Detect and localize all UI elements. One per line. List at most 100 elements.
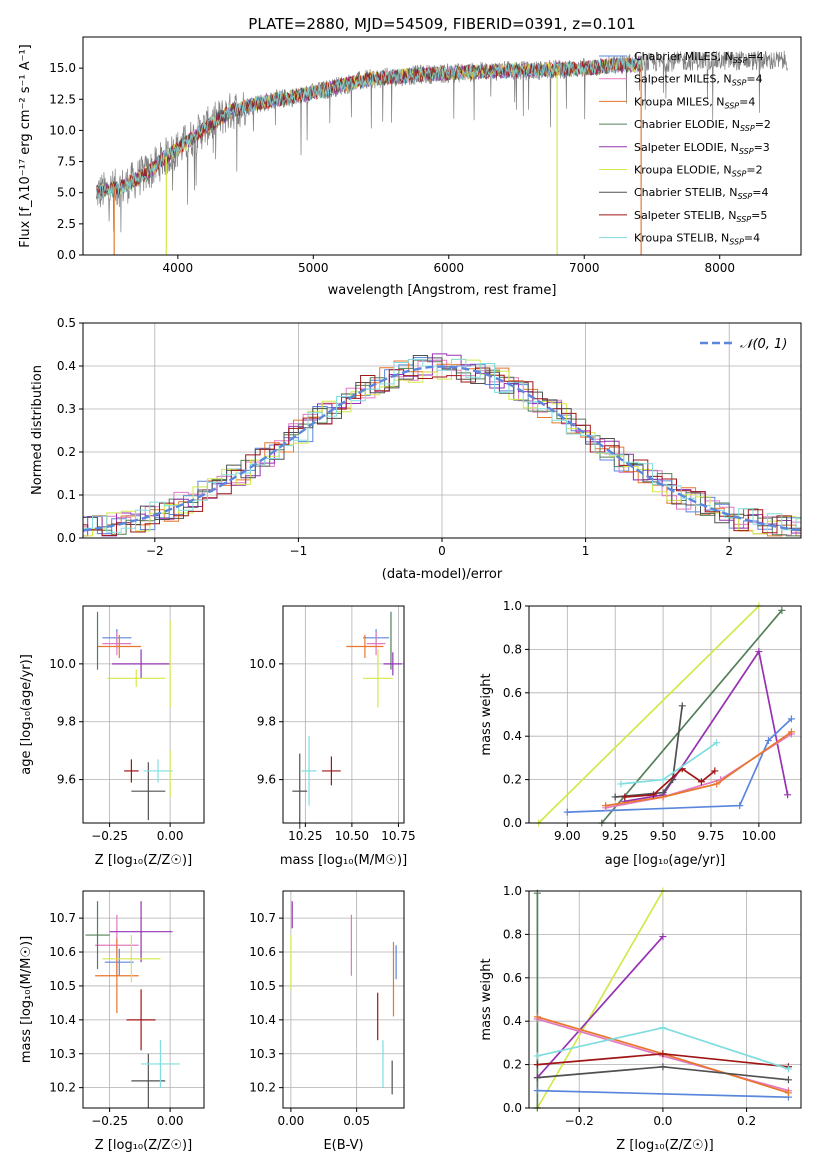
- x-tick-label: 10.50: [335, 829, 369, 843]
- weight-point-marker: [611, 793, 619, 801]
- spectrum-ylabel-text: Flux [f_λ10⁻¹⁷ erg cm⁻² s⁻¹ A⁻¹]: [18, 44, 33, 248]
- y-axis-label: age [log₁₀(age/yr)]: [19, 654, 34, 775]
- gaussian-curve: [82, 365, 802, 532]
- legend-label-suffix: =3: [754, 141, 770, 154]
- y-tick-label: 5.0: [57, 186, 76, 200]
- weight-series-line: [605, 731, 792, 807]
- y-tick-label: 0.0: [57, 248, 76, 262]
- y-tick-label: 0.4: [57, 359, 76, 373]
- legend-label-sub: SSP: [732, 170, 747, 179]
- x-axis-label: Z [log₁₀(Z/Z☉)]: [95, 1138, 192, 1153]
- y-tick-label: 10.0: [49, 657, 76, 671]
- y-tick-label: 10.4: [49, 1013, 76, 1027]
- legend-label: Kroupa STELIB, NSSP=4: [634, 232, 760, 247]
- weight-series-line: [601, 609, 783, 824]
- axes-frame: [528, 605, 802, 824]
- weight-point-marker: [778, 606, 786, 614]
- x-tick-label: 0.00: [157, 1114, 184, 1128]
- legend-label-sub: SSP: [733, 56, 748, 65]
- x-axis-label: mass [log₁₀(M/M☉)]: [280, 853, 407, 868]
- x-tick-label: 9.25: [602, 829, 629, 843]
- weight-point-marker: [697, 778, 705, 786]
- legend-label-gaussian: 𝒩(0, 1): [740, 337, 787, 352]
- weight-point-marker: [678, 702, 686, 710]
- histogram-ylabel: Normed distribution: [30, 365, 45, 495]
- x-tick-label: 0.2: [737, 1114, 756, 1128]
- y-tick-label: 0.0: [503, 1101, 522, 1115]
- x-tick-label: 6000: [434, 261, 465, 275]
- residual-histogram-panel: −2 −1 0 1 2 0.0 0.1 0.2 0.3 0.4 0.5 (data-model)/e…: [30, 316, 802, 582]
- weight-series-line: [615, 705, 684, 798]
- x-axis-label: Z [log₁₀(Z/Z☉)]: [95, 853, 192, 868]
- weight-point-marker: [713, 739, 721, 747]
- weight-point-marker: [659, 789, 667, 797]
- weight-vs-Z-panel: −0.2 0.0 0.2 0.0 0.2 0.4 0.6 0.8 1.0 Z [log₁₀(Z/Z…: [479, 884, 802, 1153]
- y-tick-label: 0.6: [503, 686, 522, 700]
- legend-label-suffix: =4: [752, 186, 768, 199]
- x-axis-label: Z [log₁₀(Z/Z☉)]: [616, 1138, 713, 1153]
- y-tick-label: 10.7: [49, 911, 76, 925]
- weight-point-marker: [784, 1089, 792, 1097]
- y-tick-label: 1.0: [503, 599, 522, 613]
- spectrum-panel: PLATE=2880, MJD=54509, FIBERID=0391, z=0…: [18, 15, 802, 298]
- weight-point-marker: [659, 1063, 667, 1071]
- legend-label-main: Salpeter STELIB, N: [634, 209, 736, 222]
- legend-label-suffix: =5: [751, 209, 767, 222]
- legend-label: Kroupa MILES, NSSP=4: [634, 95, 755, 110]
- y-tick-label: 10.4: [249, 1013, 276, 1027]
- y-tick-label: 10.3: [249, 1047, 276, 1061]
- weight-point-marker: [659, 776, 667, 784]
- x-tick-label: 5000: [298, 261, 329, 275]
- legend-label-suffix: =2: [755, 118, 771, 131]
- x-tick-label: 0.00: [278, 1114, 305, 1128]
- x-tick-label: −0.25: [91, 1114, 128, 1128]
- x-tick-label: 2: [725, 544, 733, 558]
- x-tick-label: −0.2: [565, 1114, 594, 1128]
- weight-vs-age-panel: 9.00 9.25 9.50 9.75 10.00 0.0 0.2 0.4 0.6 0.8 1.0 a…: [479, 599, 802, 868]
- y-tick-label: 9.6: [57, 773, 76, 787]
- y-tick-label: 9.6: [257, 773, 276, 787]
- weight-point-marker: [533, 1074, 541, 1082]
- y-axis-label: mass [log₁₀(M/M☉)]: [19, 936, 34, 1063]
- weight-point-marker: [659, 933, 667, 941]
- weight-point-marker: [650, 791, 658, 799]
- weight-point-marker: [784, 1065, 792, 1073]
- legend-label-main: Kroupa STELIB, N: [634, 232, 729, 245]
- spectrum-legend: Chabrier MILES, NSSP=4 Salpeter MILES, NS…: [599, 50, 771, 247]
- weight-point-marker: [602, 802, 610, 810]
- axes-frame: [282, 605, 405, 824]
- histogram-step: [83, 359, 801, 536]
- y-tick-label: 0.2: [503, 1058, 522, 1072]
- y-tick-label: 10.6: [249, 945, 276, 959]
- y-tick-label: 0.5: [57, 316, 76, 330]
- y-tick-label: 0.2: [503, 773, 522, 787]
- histogram-step: [83, 358, 801, 537]
- y-tick-label: 0.4: [503, 729, 522, 743]
- weight-point-marker: [713, 780, 721, 788]
- histogram-step: [83, 353, 801, 537]
- axes-frame: [282, 890, 405, 1109]
- legend-label-sub: SSP: [736, 215, 751, 224]
- legend-label: Chabrier ELODIE, NSSP=2: [634, 118, 771, 133]
- y-tick-label: 2.5: [57, 217, 76, 231]
- y-tick-label: 7.5: [57, 155, 76, 169]
- y-tick-label: 0.1: [57, 488, 76, 502]
- y-tick-label: 10.6: [49, 945, 76, 959]
- legend-label-sub: SSP: [739, 147, 754, 156]
- x-tick-label: 10.75: [381, 829, 415, 843]
- legend-label: Salpeter MILES, NSSP=4: [634, 73, 763, 88]
- weight-point-marker: [787, 715, 795, 723]
- y-tick-label: 0.3: [57, 402, 76, 416]
- weight-series-line: [620, 741, 718, 785]
- y-tick-label: 0.6: [503, 971, 522, 985]
- legend-label-sub: SSP: [740, 124, 755, 133]
- x-tick-label: 8000: [704, 261, 735, 275]
- legend-label: Chabrier MILES, NSSP=4: [634, 50, 764, 65]
- y-tick-label: 9.8: [257, 715, 276, 729]
- y-tick-label: 10.2: [249, 1081, 276, 1095]
- axes-frame: [528, 890, 802, 1109]
- weight-point-marker: [736, 802, 744, 810]
- legend-label: Kroupa ELODIE, NSSP=2: [634, 164, 763, 179]
- spectrum-ylabel: Flux [f_λ10⁻¹⁷ erg cm⁻² s⁻¹ A⁻¹]: [18, 44, 33, 248]
- x-tick-label: 0: [438, 544, 446, 558]
